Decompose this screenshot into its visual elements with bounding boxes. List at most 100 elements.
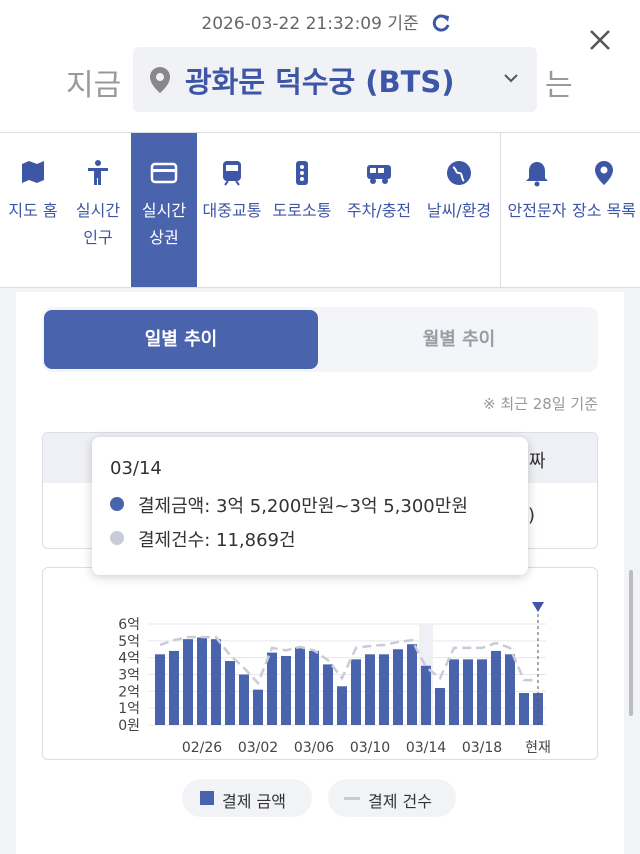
- y-tick-label: 3억: [118, 668, 140, 684]
- bar: [519, 693, 529, 725]
- suffix: 는: [545, 68, 573, 103]
- bar: [183, 639, 193, 725]
- bar: [449, 659, 459, 725]
- tab-label: 날씨/환경: [426, 201, 492, 220]
- toggle-daily[interactable]: 일별 추이: [44, 310, 318, 369]
- bar: [393, 649, 403, 725]
- bar: [267, 652, 277, 725]
- tab-icon: [526, 162, 548, 187]
- tab[interactable]: 지도 홈: [0, 133, 66, 287]
- bar: [197, 637, 207, 725]
- tab-icon: [223, 161, 241, 186]
- tab[interactable]: 날씨/환경: [426, 133, 492, 287]
- bar: [239, 674, 249, 725]
- y-tick-label: 1억: [118, 701, 140, 717]
- bar: [351, 659, 361, 725]
- tooltip-line: 결제금액: 3억 5,200만원~3억 5,300만원: [138, 496, 468, 517]
- bar: [463, 659, 473, 725]
- tab[interactable]: 실시간 상권: [131, 133, 197, 287]
- x-tick-label: 03/10: [350, 740, 390, 756]
- bar: [407, 644, 417, 725]
- tab-label: 안전문자: [507, 201, 567, 220]
- tab[interactable]: 실시간 인구: [65, 133, 131, 287]
- tooltip-date: 03/14: [110, 458, 162, 479]
- tab-icon: [88, 160, 108, 185]
- legend-swatch: [344, 797, 360, 800]
- timestamp: 2026-03-22 21:32:09 기준: [201, 14, 419, 34]
- table-header-cell: 짜: [529, 451, 546, 472]
- x-tick-label: 02/26: [182, 740, 222, 756]
- tab[interactable]: 대중교통: [199, 133, 265, 287]
- place-name: 광화문 덕수궁 (BTS): [185, 65, 455, 99]
- tab-bar: [0, 132, 640, 288]
- bar: [253, 689, 263, 725]
- prefix: 지금: [66, 68, 122, 103]
- current-arrow: [532, 602, 544, 612]
- refresh-icon[interactable]: [430, 12, 452, 34]
- tab[interactable]: 장소 목록: [571, 133, 637, 287]
- legend-item[interactable]: 결제 금액: [182, 779, 312, 817]
- bar: [225, 661, 235, 725]
- tab-label: 도로소통: [272, 201, 332, 220]
- tooltip-bullet: [110, 497, 124, 511]
- chevron: [504, 74, 518, 83]
- x-tick-label: 현재: [525, 740, 551, 756]
- tab-label: 지도 홈: [8, 201, 58, 220]
- bar: [505, 654, 515, 725]
- bar: [155, 654, 165, 725]
- bar: [337, 686, 347, 725]
- place-dropdown[interactable]: 광화문 덕수궁 (BTS): [133, 47, 537, 112]
- bar: [435, 687, 445, 725]
- legend-item[interactable]: 결제 건수: [328, 779, 456, 817]
- bar: [323, 664, 333, 725]
- pin-icon: [150, 67, 170, 93]
- bar: [169, 650, 179, 725]
- legend-swatch: [200, 791, 214, 805]
- bar: [281, 655, 291, 725]
- tab-label: 실시간 상권: [141, 201, 187, 247]
- y-tick-label: 2억: [118, 684, 140, 700]
- scrollbar: [629, 570, 633, 716]
- tab-divider: [500, 133, 501, 287]
- y-tick-label: 6억: [118, 617, 140, 633]
- tab-icon: [150, 162, 178, 184]
- x-tick-label: 03/14: [406, 740, 446, 756]
- tooltip: 03/14 결제금액: 3억 5,200만원~3억 5,300만원 결제건수: …: [92, 437, 528, 575]
- toggle-monthly[interactable]: 월별 추이: [422, 329, 496, 350]
- legend-label: 결제 건수: [368, 792, 432, 811]
- tab[interactable]: 도로소통: [269, 133, 335, 287]
- y-tick-label: 5억: [118, 634, 140, 650]
- x-tick-label: 03/18: [462, 740, 502, 756]
- y-tick-label: 4억: [118, 651, 140, 667]
- close-button[interactable]: [588, 28, 612, 52]
- tab-label: 대중교통: [202, 201, 262, 220]
- tab-label: 장소 목록: [572, 201, 636, 220]
- bar: [211, 639, 221, 725]
- tab-icon: [447, 161, 471, 185]
- tab-icon: [22, 161, 44, 183]
- tab-label: 실시간 인구: [75, 201, 121, 247]
- bar: [379, 654, 389, 725]
- y-tick-label: 0원: [118, 718, 140, 734]
- bar: [491, 650, 501, 725]
- bar: [365, 654, 375, 725]
- tab[interactable]: 주차/충전: [346, 133, 412, 287]
- tab-label: 주차/충전: [346, 201, 412, 220]
- note: ※ 최근 28일 기준: [483, 395, 598, 413]
- tab-icon: [595, 161, 613, 185]
- tab-icon: [296, 161, 308, 185]
- x-tick-label: 03/02: [238, 740, 278, 756]
- tab[interactable]: 안전문자: [504, 133, 570, 287]
- count-line: [159, 635, 538, 686]
- tab-icon: [367, 165, 391, 184]
- table-cell: ): [528, 505, 536, 526]
- bar: [533, 693, 543, 725]
- x-tick-label: 03/06: [294, 740, 334, 756]
- bar: [421, 665, 431, 725]
- tooltip-line: 결제건수: 11,869건: [138, 530, 296, 551]
- bar: [309, 650, 319, 725]
- bar: [295, 647, 305, 725]
- bar: [477, 659, 487, 725]
